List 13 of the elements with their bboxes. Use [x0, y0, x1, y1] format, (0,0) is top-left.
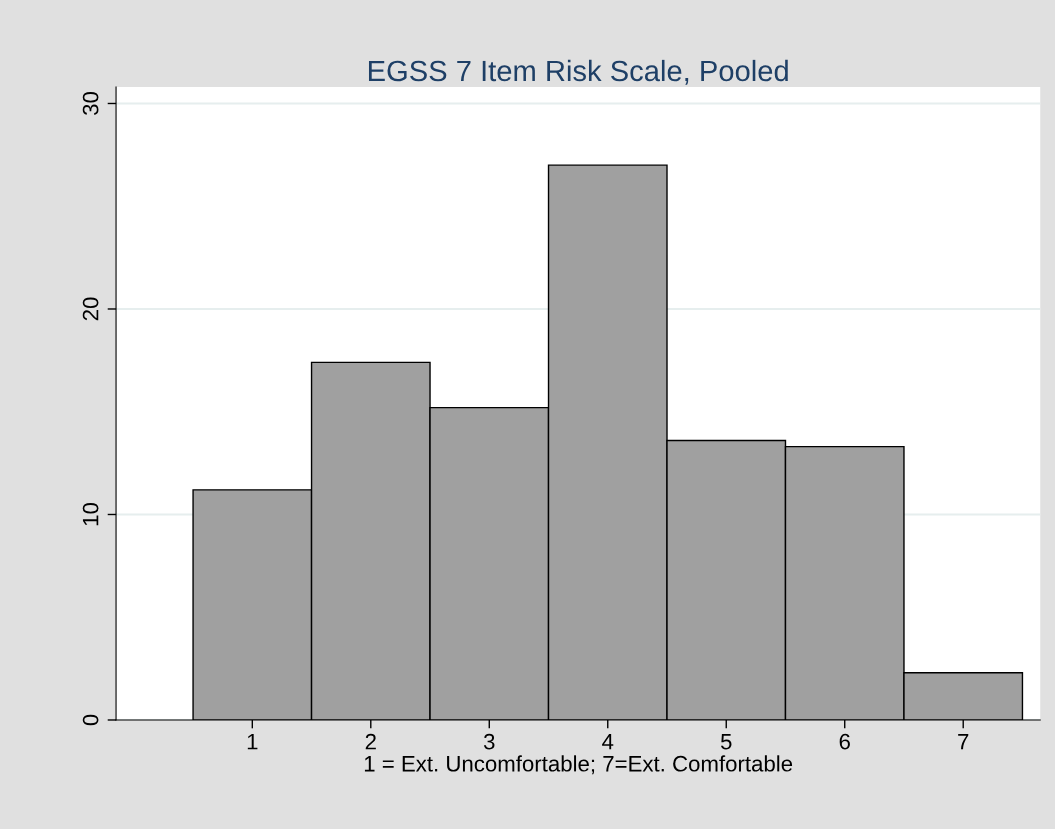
y-tick-label: 20: [82, 297, 99, 321]
y-tick-label: 30: [82, 91, 99, 115]
y-tick-label: 0: [82, 714, 99, 726]
x-tick-label: 2: [365, 733, 376, 750]
y-tick-label: 10: [82, 503, 99, 526]
chart-title: EGSS 7 Item Risk Scale, Pooled: [368, 59, 788, 85]
x-tick-label: 4: [602, 734, 614, 750]
x-tick-label: 7: [958, 734, 969, 750]
x-axis-title: 1 = Ext. Uncomfortable; 7=Ext. Comfortable: [364, 755, 793, 775]
x-tick-label: 5: [720, 734, 732, 750]
x-tick-label: 3: [483, 733, 495, 750]
x-tick-label: 6: [839, 733, 850, 750]
x-tick-label: 1: [247, 734, 258, 750]
